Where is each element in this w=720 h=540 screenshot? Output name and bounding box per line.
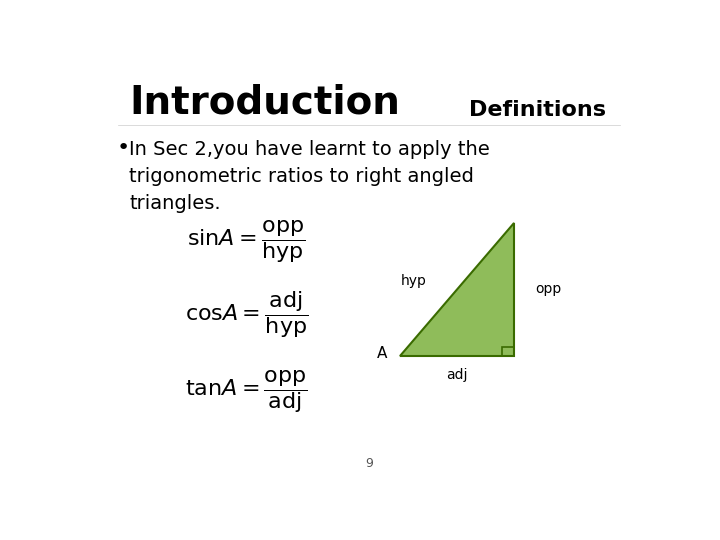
Text: $\mathrm{sin}A = \dfrac{\mathrm{opp}}{\mathrm{hyp}}$: $\mathrm{sin}A = \dfrac{\mathrm{opp}}{\m… xyxy=(187,218,305,265)
Text: trigonometric ratios to right angled: trigonometric ratios to right angled xyxy=(129,167,474,186)
Text: opp: opp xyxy=(535,282,562,296)
Text: In Sec 2,you have learnt to apply the: In Sec 2,you have learnt to apply the xyxy=(129,140,490,159)
Text: •: • xyxy=(117,138,130,158)
Text: triangles.: triangles. xyxy=(129,194,221,213)
Text: A: A xyxy=(377,346,387,361)
Polygon shape xyxy=(400,223,514,356)
Text: adj: adj xyxy=(446,368,467,382)
Text: 9: 9 xyxy=(365,457,373,470)
Text: $\mathrm{cos}A = \dfrac{\mathrm{adj}}{\mathrm{hyp}}$: $\mathrm{cos}A = \dfrac{\mathrm{adj}}{\m… xyxy=(184,289,308,340)
Text: $\mathrm{tan}A = \dfrac{\mathrm{opp}}{\mathrm{adj}}$: $\mathrm{tan}A = \dfrac{\mathrm{opp}}{\m… xyxy=(185,368,307,415)
Bar xyxy=(502,347,514,356)
Text: Definitions: Definitions xyxy=(469,100,606,120)
Text: hyp: hyp xyxy=(400,274,426,288)
Text: Introduction: Introduction xyxy=(129,84,400,122)
